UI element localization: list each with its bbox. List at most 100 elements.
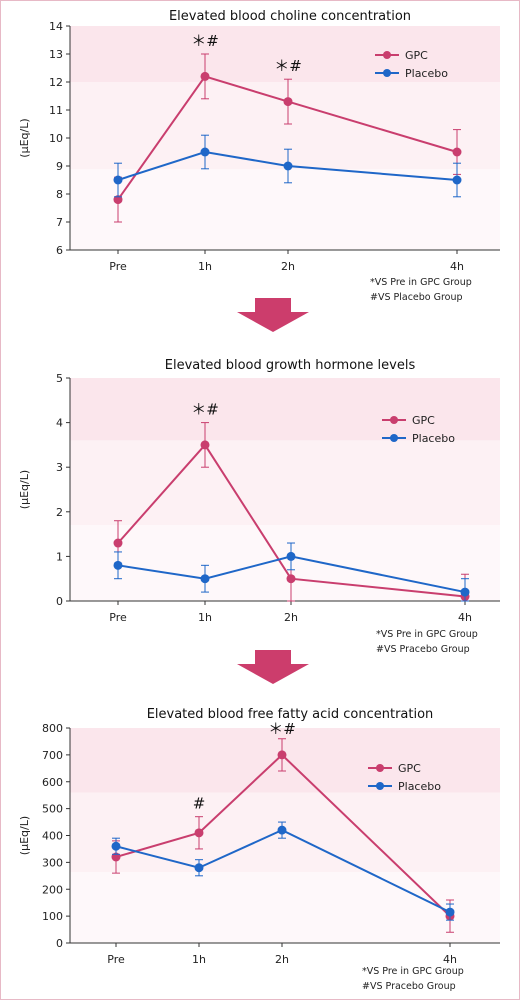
data-point: [194, 863, 204, 873]
legend-label: GPC: [412, 414, 435, 427]
legend-marker: [383, 69, 391, 77]
arrow-shape: [237, 650, 309, 684]
data-point: [111, 841, 121, 851]
down-arrow-icon: [237, 298, 309, 332]
y-tick-label: 400: [42, 830, 63, 843]
significance-mark: ＊#: [274, 57, 302, 75]
legend-label: GPC: [405, 49, 428, 62]
y-axis-label: (μEq/L): [18, 470, 31, 509]
data-point: [283, 97, 293, 107]
significance-mark: #: [193, 795, 206, 813]
y-tick-label: 13: [49, 48, 63, 61]
background-band-middle: [70, 82, 500, 170]
data-point: [200, 71, 210, 81]
series-line: [117, 443, 466, 598]
x-tick-label: 1h: [198, 611, 212, 624]
legend-marker: [376, 764, 384, 772]
y-tick-label: 0: [56, 595, 63, 608]
x-tick-label: 4h: [450, 260, 464, 273]
footnote: #VS Pracebo Group: [362, 981, 456, 992]
y-tick-label: 8: [56, 188, 63, 201]
data-point: [194, 828, 204, 838]
data-point: [113, 175, 123, 185]
legend-marker: [383, 51, 391, 59]
y-tick-label: 5: [56, 372, 63, 385]
y-tick-label: 6: [56, 244, 63, 257]
chart-3: Elevated blood free fatty acid concentra…: [18, 707, 500, 992]
significance-mark: ＊#: [268, 720, 296, 738]
background-band-bottom: [70, 872, 500, 943]
x-tick-label: Pre: [109, 611, 127, 624]
y-tick-label: 200: [42, 883, 63, 896]
y-tick-label: 700: [42, 749, 63, 762]
chart-title: Elevated blood growth hormone levels: [165, 358, 416, 373]
series-line: [115, 753, 451, 917]
series-line: [117, 555, 466, 594]
data-point: [200, 574, 210, 584]
y-tick-label: 12: [49, 76, 63, 89]
down-arrow-icon: [237, 650, 309, 684]
background-band-bottom: [70, 169, 500, 250]
y-tick-label: 9: [56, 160, 63, 173]
data-point: [200, 147, 210, 157]
series-placebo: [111, 821, 455, 921]
legend-label: GPC: [398, 762, 421, 775]
x-tick-label: Pre: [107, 953, 125, 966]
background-band-top: [70, 26, 500, 82]
background-band-middle: [70, 440, 500, 526]
footnote: *VS Pre in GPC Group: [370, 277, 472, 288]
series-gpc: [113, 53, 462, 223]
y-tick-label: 10: [49, 132, 63, 145]
significance-mark: ＊#: [191, 401, 219, 419]
legend-marker: [376, 782, 384, 790]
footnote: *VS Pre in GPC Group: [376, 629, 478, 640]
x-tick-label: 1h: [198, 260, 212, 273]
chart-title: Elevated blood choline concentration: [169, 9, 411, 24]
arrow-shape: [237, 298, 309, 332]
significance-mark: ＊#: [191, 32, 219, 50]
y-axis-label: (μEq/L): [18, 816, 31, 855]
data-point: [286, 574, 296, 584]
legend-label: Placebo: [405, 67, 448, 80]
chart-title: Elevated blood free fatty acid concentra…: [147, 707, 434, 722]
x-tick-label: 4h: [458, 611, 472, 624]
data-point: [277, 825, 287, 835]
data-point: [277, 750, 287, 760]
x-tick-label: Pre: [109, 260, 127, 273]
legend-label: Placebo: [398, 780, 441, 793]
y-tick-label: 800: [42, 722, 63, 735]
chart-2: Elevated blood growth hormone levels 0 1 2 3…: [18, 358, 500, 655]
footnote: #VS Placebo Group: [370, 292, 463, 303]
legend-label: Placebo: [412, 432, 455, 445]
background-band-bottom: [70, 525, 500, 601]
data-point: [445, 907, 455, 917]
series-placebo: [113, 134, 462, 198]
background-band-top: [70, 378, 500, 441]
x-tick-label: 2h: [275, 953, 289, 966]
x-tick-label: 1h: [192, 953, 206, 966]
y-tick-label: 1: [56, 550, 63, 563]
series-line: [115, 829, 451, 913]
y-tick-label: 600: [42, 776, 63, 789]
y-tick-label: 7: [56, 216, 63, 229]
data-point: [200, 440, 210, 450]
y-tick-label: 0: [56, 937, 63, 950]
chart-1: Elevated blood choline concentration 6 7 8 9…: [18, 9, 500, 303]
series-line: [117, 150, 458, 181]
data-point: [460, 587, 470, 597]
footnote: #VS Pracebo Group: [376, 644, 470, 655]
y-tick-label: 4: [56, 417, 63, 430]
y-tick-label: 3: [56, 461, 63, 474]
data-point: [113, 560, 123, 570]
x-tick-label: 4h: [443, 953, 457, 966]
footnote: *VS Pre in GPC Group: [362, 966, 464, 977]
data-point: [113, 195, 123, 205]
y-tick-label: 11: [49, 104, 63, 117]
series-placebo: [113, 542, 470, 602]
series-line: [117, 75, 458, 201]
data-point: [286, 551, 296, 561]
x-tick-label: 2h: [281, 260, 295, 273]
y-tick-label: 500: [42, 803, 63, 816]
legend-marker: [390, 434, 398, 442]
